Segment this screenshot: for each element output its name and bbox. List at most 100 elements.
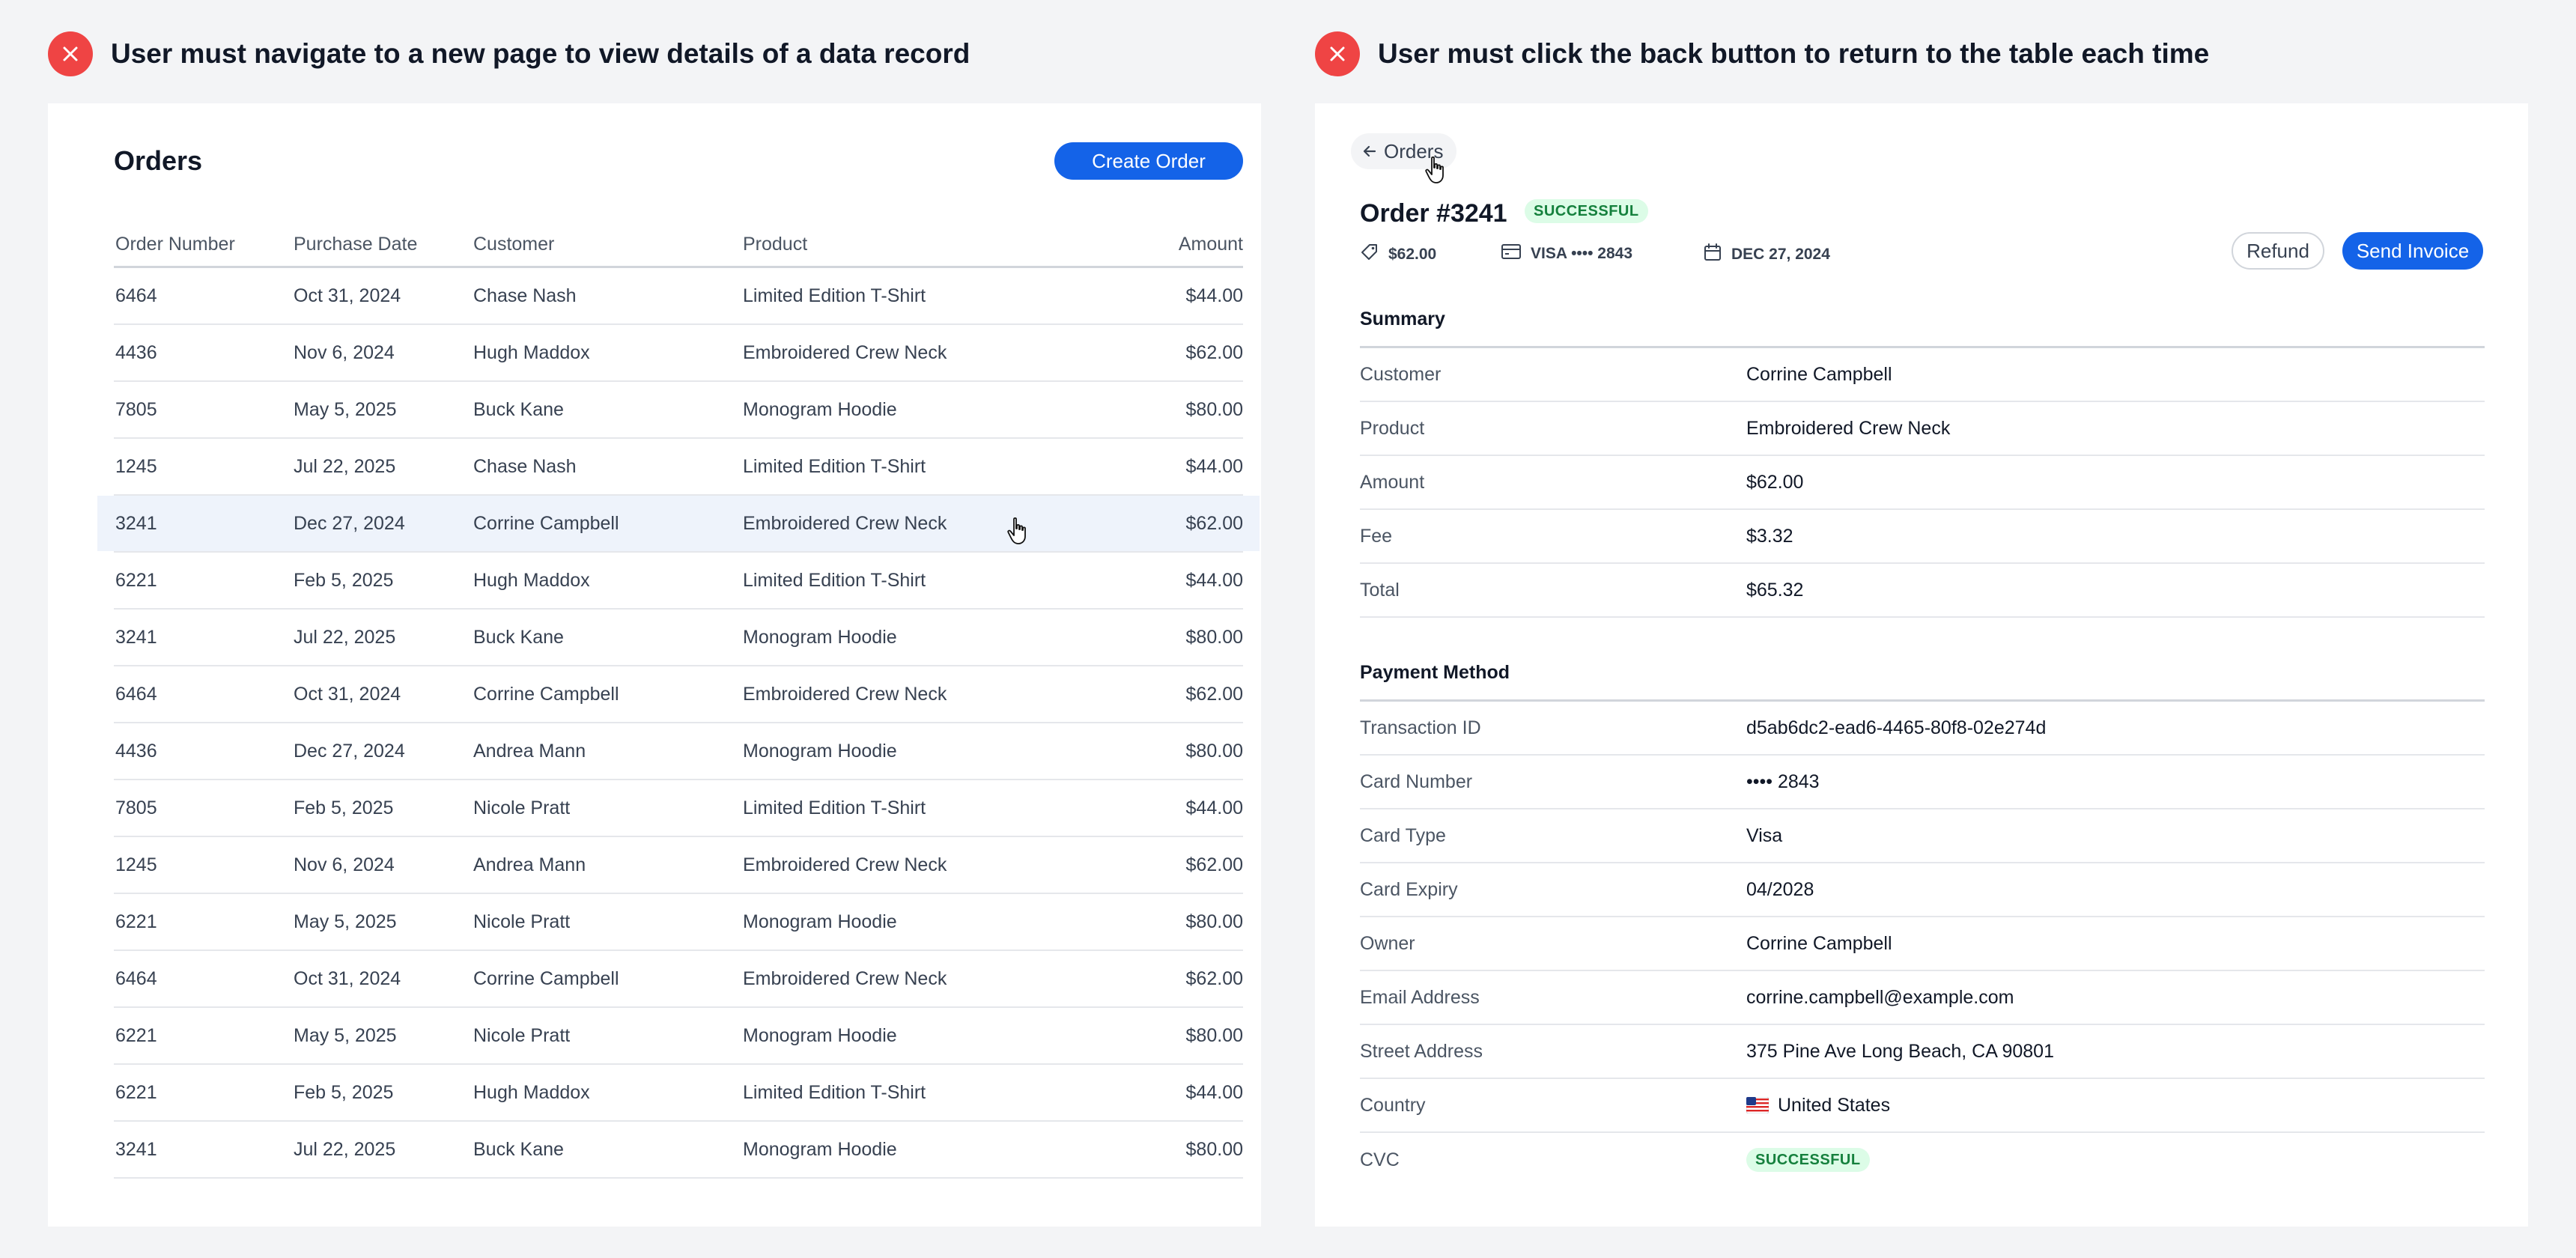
table-row[interactable]: 3241 Dec 27, 2024 Corrine Campbell Embroide…: [97, 496, 1260, 553]
cell-order-number: 6464: [115, 285, 157, 306]
cell-purchase-date: Feb 5, 2025: [294, 797, 394, 818]
cell-order-number: 6464: [115, 683, 157, 705]
cell-product: Embroidered Crew Neck: [743, 341, 947, 363]
cell-customer: Hugh Maddox: [473, 341, 590, 363]
back-button[interactable]: Orders: [1351, 133, 1457, 169]
detail-label: Transaction ID: [1360, 717, 1481, 738]
cell-customer: Andrea Mann: [473, 740, 586, 762]
table-row[interactable]: 6221 May 5, 2025 Nicole Pratt Monogram Hood…: [114, 894, 1243, 951]
cell-product: Embroidered Crew Neck: [743, 854, 947, 875]
orders-table-panel: Orders Create Order Order Number Purchas…: [48, 103, 1261, 1227]
detail-value: Embroidered Crew Neck: [1746, 417, 1951, 439]
table-row[interactable]: 7805 Feb 5, 2025 Nicole Pratt Limited Editi…: [114, 780, 1243, 837]
order-title: Order #3241: [1360, 199, 1507, 228]
cell-amount: $62.00: [1185, 512, 1243, 534]
caption-right-text: User must click the back button to retur…: [1378, 38, 2210, 69]
table-row[interactable]: 4436 Dec 27, 2024 Andrea Mann Monogram Hood…: [114, 723, 1243, 780]
cell-product: Monogram Hoodie: [743, 1138, 897, 1160]
table-row[interactable]: 7805 May 5, 2025 Buck Kane Monogram Hoodie $…: [114, 382, 1243, 439]
detail-value: 375 Pine Ave Long Beach, CA 90801: [1746, 1040, 2054, 1062]
cell-customer: Corrine Campbell: [473, 512, 619, 534]
detail-value: $62.00: [1746, 471, 1804, 493]
cell-order-number: 3241: [115, 626, 157, 648]
table-row[interactable]: 3241 Jul 22, 2025 Buck Kane Monogram Hoodie…: [114, 1122, 1243, 1179]
detail-label: Street Address: [1360, 1040, 1483, 1062]
create-order-button[interactable]: Create Order: [1054, 142, 1243, 180]
meta-date: DEC 27, 2024: [1703, 243, 1830, 267]
cell-customer: Buck Kane: [473, 626, 564, 648]
table-row[interactable]: 1245 Jul 22, 2025 Chase Nash Limited Editio…: [114, 439, 1243, 496]
cell-customer: Hugh Maddox: [473, 569, 590, 591]
column-header-amount[interactable]: Amount: [1178, 234, 1243, 255]
detail-label: Amount: [1360, 471, 1425, 493]
cell-customer: Corrine Campbell: [473, 967, 619, 989]
table-row[interactable]: 6221 Feb 5, 2025 Hugh Maddox Limited Editio…: [114, 553, 1243, 610]
table-row[interactable]: 6464 Oct 31, 2024 Corrine Campbell Embroide…: [114, 951, 1243, 1008]
column-header-customer[interactable]: Customer: [473, 234, 555, 255]
detail-label: Country: [1360, 1094, 1426, 1116]
detail-label: Card Expiry: [1360, 878, 1458, 900]
hand-cursor-icon: [1006, 517, 1030, 549]
cell-purchase-date: Feb 5, 2025: [294, 569, 394, 591]
summary-row-fee: Fee $3.32: [1360, 510, 2485, 564]
country-name: United States: [1778, 1094, 1891, 1116]
cell-product: Monogram Hoodie: [743, 740, 897, 762]
table-header: Order Number Purchase Date Customer Prod…: [114, 223, 1243, 268]
detail-label: Owner: [1360, 932, 1415, 954]
payment-row-email: Email Address corrine.campbell@example.c…: [1360, 971, 2485, 1025]
column-header-order-number[interactable]: Order Number: [115, 234, 235, 255]
cell-order-number: 6464: [115, 967, 157, 989]
caption-right: User must click the back button to retur…: [1315, 30, 2209, 78]
table-row[interactable]: 6464 Oct 31, 2024 Chase Nash Limited Editio…: [114, 268, 1243, 325]
cell-customer: Nicole Pratt: [473, 911, 571, 932]
summary-list: Customer Corrine Campbell Product Embroi…: [1360, 346, 2485, 618]
table-row[interactable]: 6221 May 5, 2025 Nicole Pratt Monogram Hood…: [114, 1008, 1243, 1065]
table-row[interactable]: 6464 Oct 31, 2024 Corrine Campbell Embroide…: [114, 666, 1243, 723]
summary-row-amount: Amount $62.00: [1360, 456, 2485, 510]
detail-value: Corrine Campbell: [1746, 932, 1892, 954]
cell-order-number: 6221: [115, 569, 157, 591]
meta-amount: $62.00: [1360, 243, 1436, 267]
table-row[interactable]: 3241 Jul 22, 2025 Buck Kane Monogram Hoodie…: [114, 610, 1243, 666]
cell-amount: $44.00: [1185, 569, 1243, 591]
cell-purchase-date: Oct 31, 2024: [294, 967, 401, 989]
detail-label: Card Type: [1360, 824, 1446, 846]
order-detail-panel: Orders Order #3241 SUCCESSFUL $62.00 VIS…: [1315, 103, 2528, 1227]
payment-row-street-address: Street Address 375 Pine Ave Long Beach, …: [1360, 1025, 2485, 1079]
cell-product: Limited Edition T-Shirt: [743, 455, 926, 477]
column-header-product[interactable]: Product: [743, 234, 808, 255]
cell-purchase-date: Dec 27, 2024: [294, 740, 405, 762]
cell-amount: $80.00: [1185, 911, 1243, 932]
table-row[interactable]: 4436 Nov 6, 2024 Hugh Maddox Embroidered Cr…: [114, 325, 1243, 382]
summary-row-total: Total $65.32: [1360, 564, 2485, 618]
cell-amount: $62.00: [1185, 341, 1243, 363]
send-invoice-button[interactable]: Send Invoice: [2342, 232, 2483, 270]
cell-customer: Buck Kane: [473, 398, 564, 420]
cell-customer: Chase Nash: [473, 455, 577, 477]
detail-value: d5ab6dc2-ead6-4465-80f8-02e274d: [1746, 717, 2047, 738]
detail-value: $3.32: [1746, 525, 1793, 547]
cell-purchase-date: Oct 31, 2024: [294, 683, 401, 705]
cell-product: Embroidered Crew Neck: [743, 967, 947, 989]
detail-value: Visa: [1746, 824, 1783, 846]
cell-customer: Buck Kane: [473, 1138, 564, 1160]
cell-product: Limited Edition T-Shirt: [743, 285, 926, 306]
column-header-purchase-date[interactable]: Purchase Date: [294, 234, 418, 255]
detail-value: Corrine Campbell: [1746, 363, 1892, 385]
detail-value: United States: [1746, 1095, 1890, 1116]
cell-customer: Hugh Maddox: [473, 1081, 590, 1103]
caption-left-text: User must navigate to a new page to view…: [111, 38, 970, 69]
table-row[interactable]: 6221 Feb 5, 2025 Hugh Maddox Limited Editio…: [114, 1065, 1243, 1122]
payment-row-card-type: Card Type Visa: [1360, 809, 2485, 863]
refund-button[interactable]: Refund: [2232, 232, 2324, 270]
cell-product: Limited Edition T-Shirt: [743, 569, 926, 591]
summary-row-product: Product Embroidered Crew Neck: [1360, 402, 2485, 456]
cell-customer: Nicole Pratt: [473, 1024, 571, 1046]
cell-product: Monogram Hoodie: [743, 1024, 897, 1046]
cell-purchase-date: Dec 27, 2024: [294, 512, 405, 534]
table-row[interactable]: 1245 Nov 6, 2024 Andrea Mann Embroidered Cr…: [114, 837, 1243, 894]
cell-amount: $80.00: [1185, 398, 1243, 420]
cell-customer: Corrine Campbell: [473, 683, 619, 705]
payment-row-cvc: CVC SUCCESSFUL: [1360, 1133, 2485, 1187]
meta-amount-text: $62.00: [1388, 246, 1437, 263]
